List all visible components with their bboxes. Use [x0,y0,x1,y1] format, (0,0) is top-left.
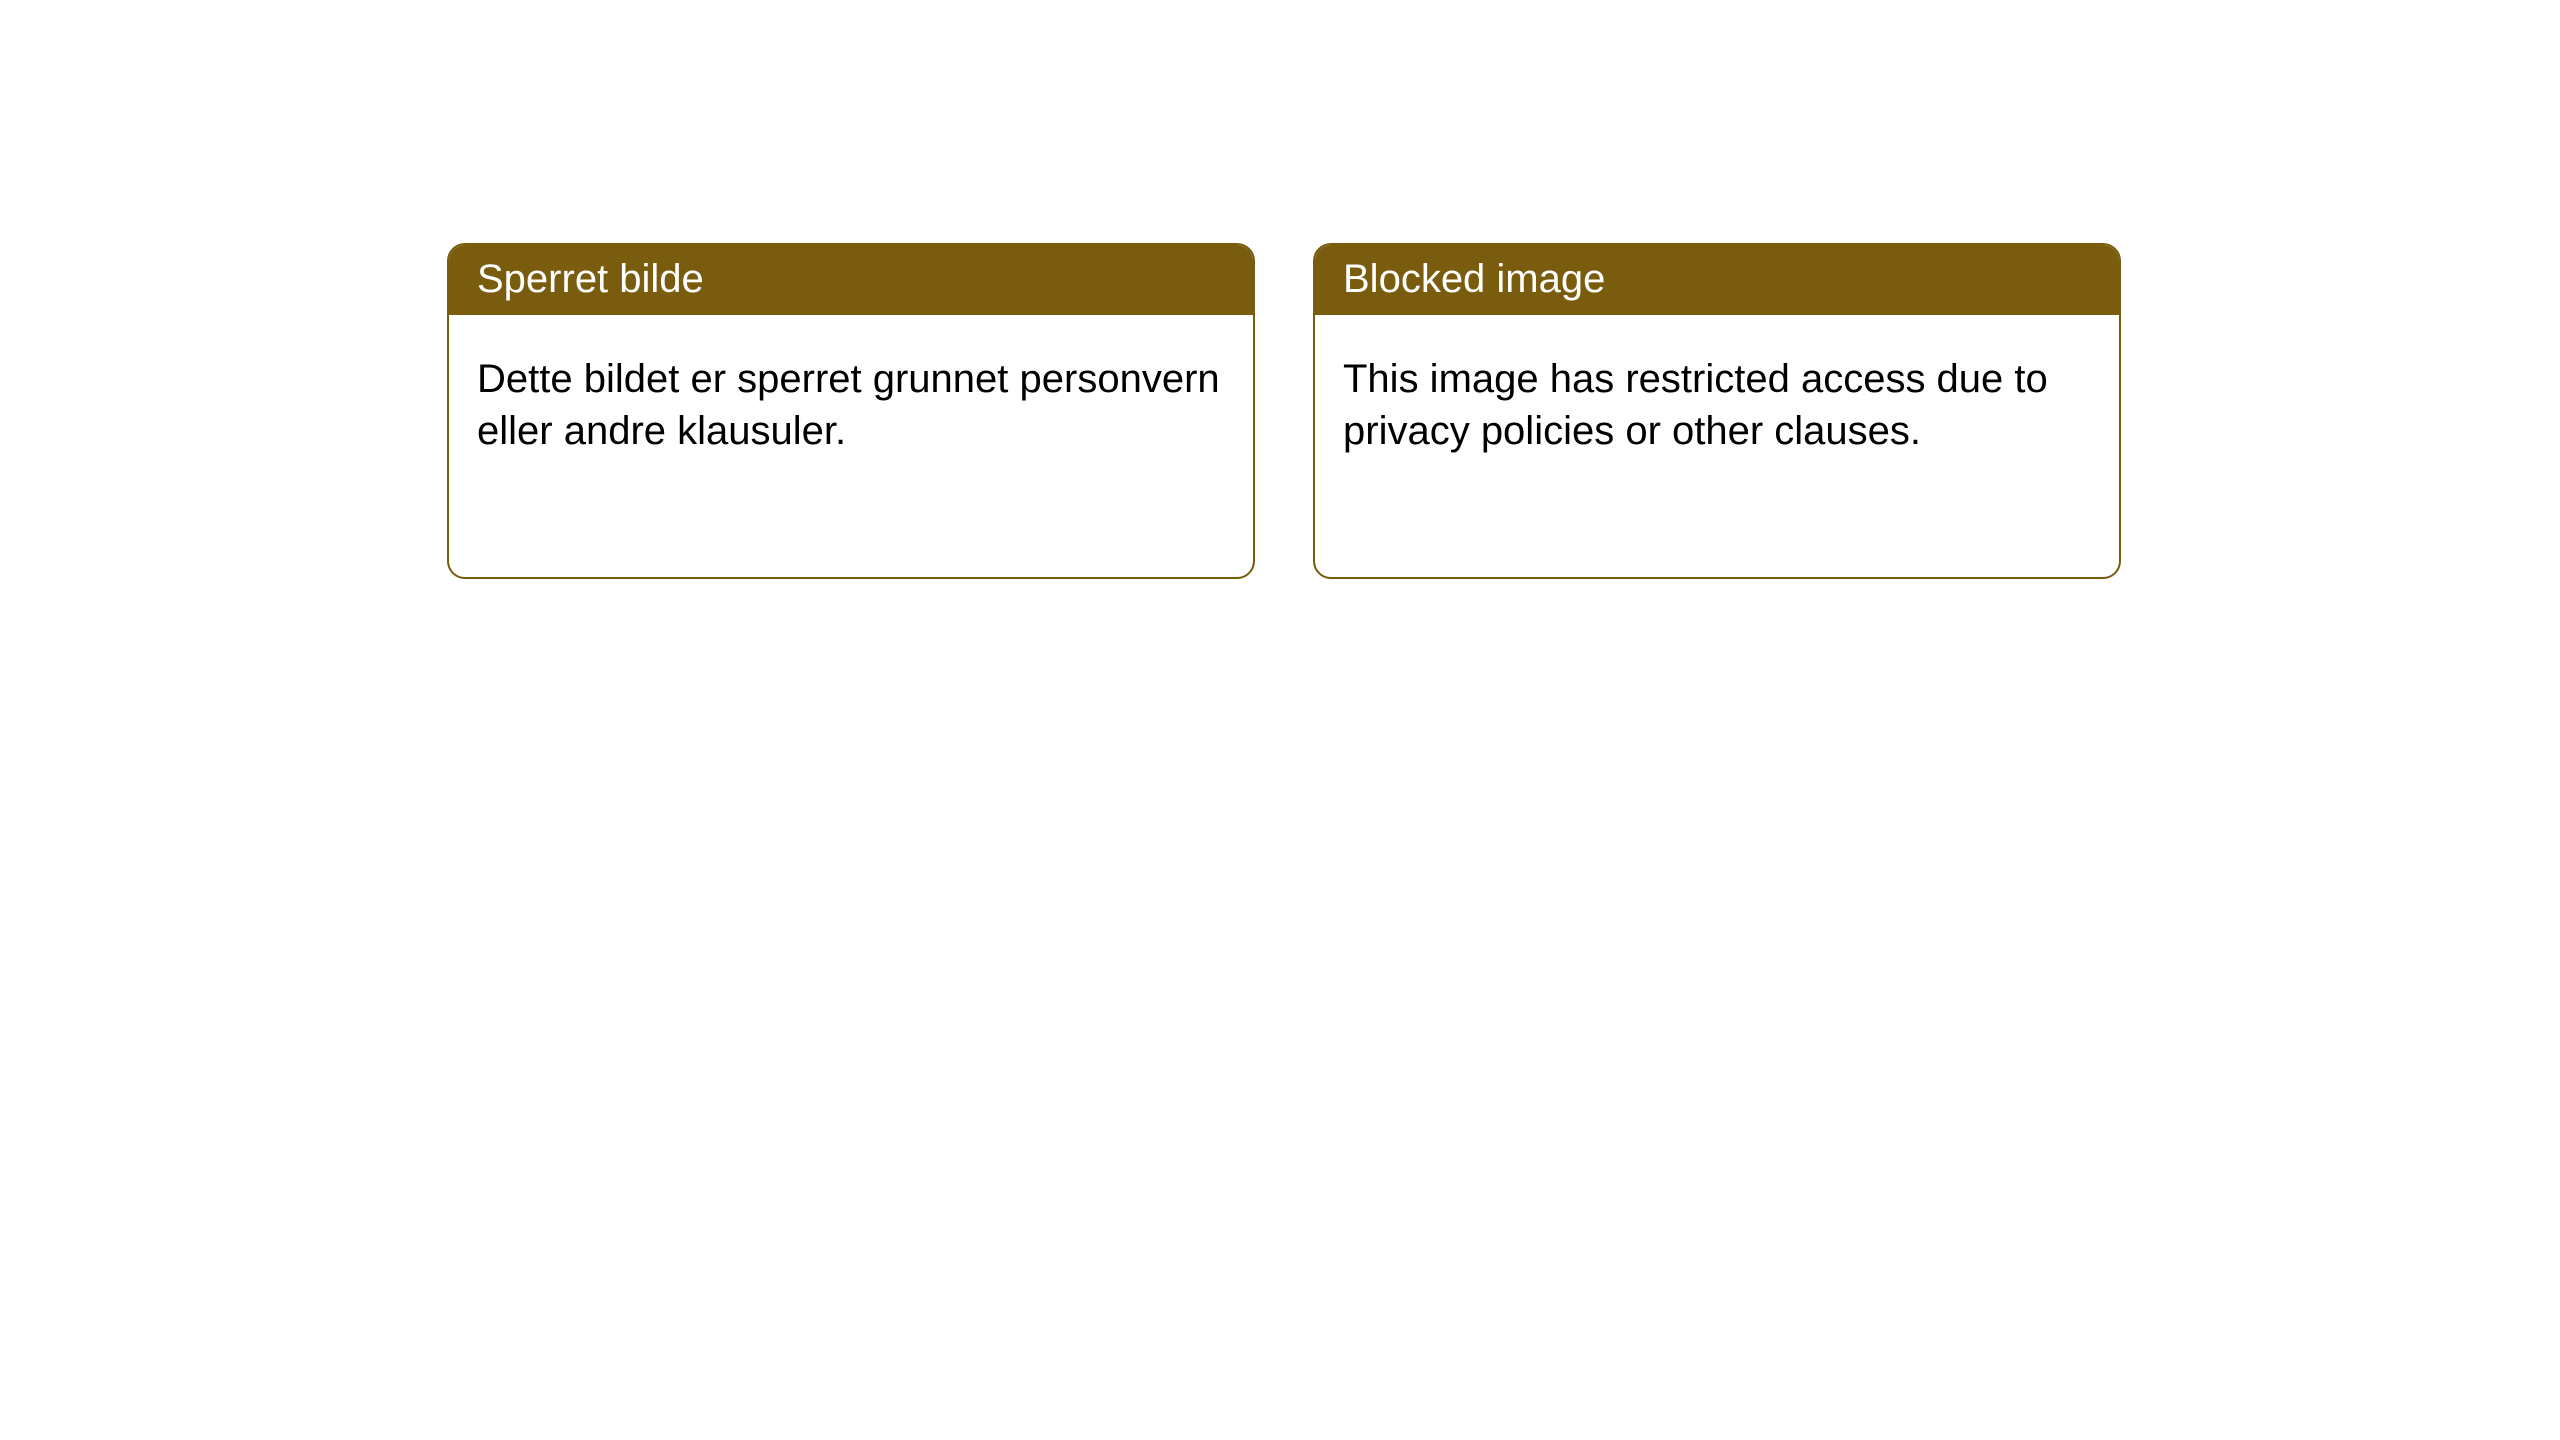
notice-container: Sperret bilde Dette bildet er sperret gr… [0,0,2560,579]
notice-body: This image has restricted access due to … [1315,315,2119,495]
notice-header: Sperret bilde [449,245,1253,315]
notice-card-norwegian: Sperret bilde Dette bildet er sperret gr… [447,243,1255,579]
notice-body: Dette bildet er sperret grunnet personve… [449,315,1253,495]
notice-header: Blocked image [1315,245,2119,315]
notice-card-english: Blocked image This image has restricted … [1313,243,2121,579]
